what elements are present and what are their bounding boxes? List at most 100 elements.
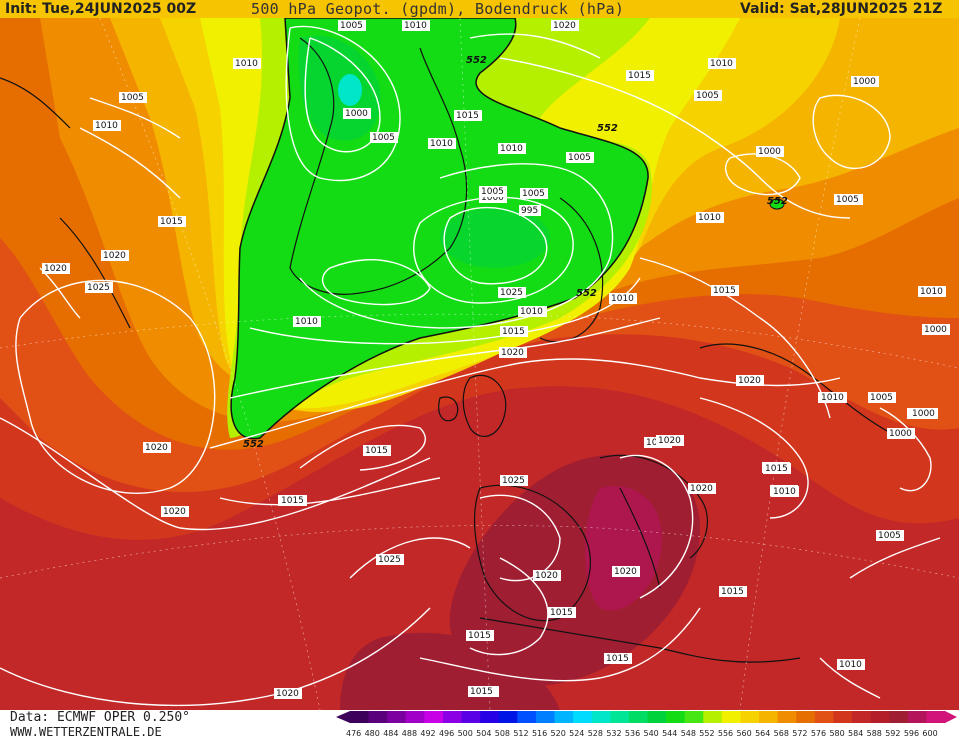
- legend-swatch: [703, 711, 723, 723]
- pressure-label-box: [533, 570, 561, 581]
- isobar-1015-med: [419, 607, 701, 682]
- isobar-1000-west: [304, 37, 381, 153]
- legend-swatch: [424, 711, 444, 723]
- pressure-label-box: [499, 347, 527, 358]
- pressure-label-box: [736, 375, 764, 386]
- pressure-label: 1020: [614, 567, 637, 577]
- pressure-label-box: [851, 76, 879, 87]
- pressure-label: 1000: [924, 325, 947, 335]
- pressure-label: 1020: [501, 348, 524, 358]
- legend-labels: 476 480 484 488 492 496 500 504 508 512 516 520 524 5…: [346, 729, 938, 738]
- pressure-label-box: [922, 324, 950, 335]
- pressure-label-box: [233, 58, 261, 69]
- pressure-label-box: [500, 475, 528, 486]
- pressure-label: 1015: [721, 587, 744, 597]
- pressure-label: 1005: [522, 189, 545, 199]
- pressure-label: 1015: [550, 608, 573, 618]
- lat-line-50: [0, 313, 959, 369]
- pressure-label-box: [566, 152, 594, 163]
- pressure-label-box: [93, 120, 121, 131]
- pressure-label-box: [498, 143, 526, 154]
- isobar-1025-iberia: [479, 494, 561, 582]
- legend-swatch: [889, 711, 909, 723]
- pressure-label-box: [548, 607, 576, 618]
- legend-swatch: [591, 711, 611, 723]
- pressure-label: 1020: [535, 571, 558, 581]
- pressure-label: 1025: [500, 288, 523, 298]
- color-legend: 476 480 484 488 492 496 500 504 508 512 516 520 524 5…: [336, 711, 957, 738]
- pressure-label-box: [834, 194, 862, 205]
- pressure-label-box: [868, 392, 896, 403]
- pressure-label-box: [910, 408, 938, 419]
- isobar-1015-atlantic: [219, 477, 441, 506]
- pressure-label-box: [468, 686, 496, 697]
- legend-tick-label: 584: [848, 729, 863, 738]
- greenland-coast: [289, 37, 468, 295]
- pressure-label-box: [708, 58, 736, 69]
- pressure-label: 1025: [378, 555, 401, 565]
- legend-tick-label: 580: [829, 729, 844, 738]
- pressure-label: 1010: [430, 139, 453, 149]
- pressure-label: 1015: [470, 687, 493, 697]
- pressure-label-box: [466, 630, 494, 641]
- pressure-label: 1000: [758, 147, 781, 157]
- pressure-label: 1010: [500, 144, 523, 154]
- pressure-label: 1000: [853, 77, 876, 87]
- legend-tick-label: 572: [792, 729, 807, 738]
- pressure-label: 1010: [611, 294, 634, 304]
- pressure-label: 1015: [713, 286, 736, 296]
- isobar-1015-balkans: [699, 397, 809, 519]
- legend-tick-label: 592: [885, 729, 900, 738]
- pressure-label: 1020: [738, 376, 761, 386]
- legend-tick-label: 560: [736, 729, 751, 738]
- pressure-label: 1015: [468, 631, 491, 641]
- data-source-label: Data: ECMWF OPER 0.250°: [10, 710, 191, 725]
- pressure-label-group: 1005 1010 10201010100510101000100510101015…: [42, 20, 950, 699]
- legend-tick-label: 552: [699, 729, 714, 738]
- pressure-label-box: [498, 287, 526, 298]
- legend-swatch: [852, 711, 872, 723]
- pressure-label-box: [520, 188, 548, 199]
- pressure-label-box: [519, 205, 541, 216]
- pressure-label: 1025: [87, 283, 110, 293]
- low-core-cyan: [338, 74, 362, 106]
- pressure-label: 1020: [103, 251, 126, 261]
- legend-swatch: [740, 711, 760, 723]
- pressure-label-box: [376, 554, 404, 565]
- legend-tick-label: 504: [476, 729, 491, 738]
- italy-coast: [619, 487, 661, 589]
- legend-tick-label: 540: [644, 729, 659, 738]
- isobar-1005-west: [285, 25, 401, 182]
- website-label: WWW.WETTERZENTRALE.DE: [10, 725, 162, 739]
- pressure-label: 995: [521, 206, 538, 216]
- isobar-1020-north: [469, 33, 601, 59]
- pressure-label-box: [293, 316, 321, 327]
- legend-tick-label: 484: [383, 729, 398, 738]
- pressure-label: 1005: [372, 133, 395, 143]
- north-america-coast: [59, 217, 131, 329]
- legend-tick-label: 488: [402, 729, 417, 738]
- pressure-label-box: [428, 138, 456, 149]
- isobar-1005-ne: [659, 107, 851, 219]
- weather-map: 552 552 552 552 552 1005 1010 1020 1010 1005…: [0, 18, 959, 710]
- pressure-label: 1005: [481, 187, 504, 197]
- legend-swatch: [442, 711, 463, 723]
- british-isles-coast: [462, 374, 507, 437]
- pressure-label-box: [756, 146, 784, 157]
- pressure-label-box: [604, 653, 632, 664]
- pressure-label: 1020: [145, 443, 168, 453]
- chart-title: 500 hPa Geopot. (gpdm), Bodendruck (hPa): [251, 0, 625, 18]
- pressure-label-box: [771, 486, 799, 497]
- legend-tick-label: 596: [904, 729, 919, 738]
- pressure-label: 1000: [481, 193, 504, 203]
- north-africa-coast: [479, 617, 801, 663]
- legend-swatch: [368, 711, 388, 723]
- pressure-label: 1020: [44, 264, 67, 274]
- isobar-1020-west: [0, 417, 431, 531]
- pressure-label-box: [279, 495, 307, 506]
- pressure-label: 1000: [345, 109, 368, 119]
- legend-tick-label: 476: [346, 729, 361, 738]
- pressure-label-box: [711, 285, 739, 296]
- pressure-label: 1010: [235, 59, 258, 69]
- pressure-label-box: [918, 286, 946, 297]
